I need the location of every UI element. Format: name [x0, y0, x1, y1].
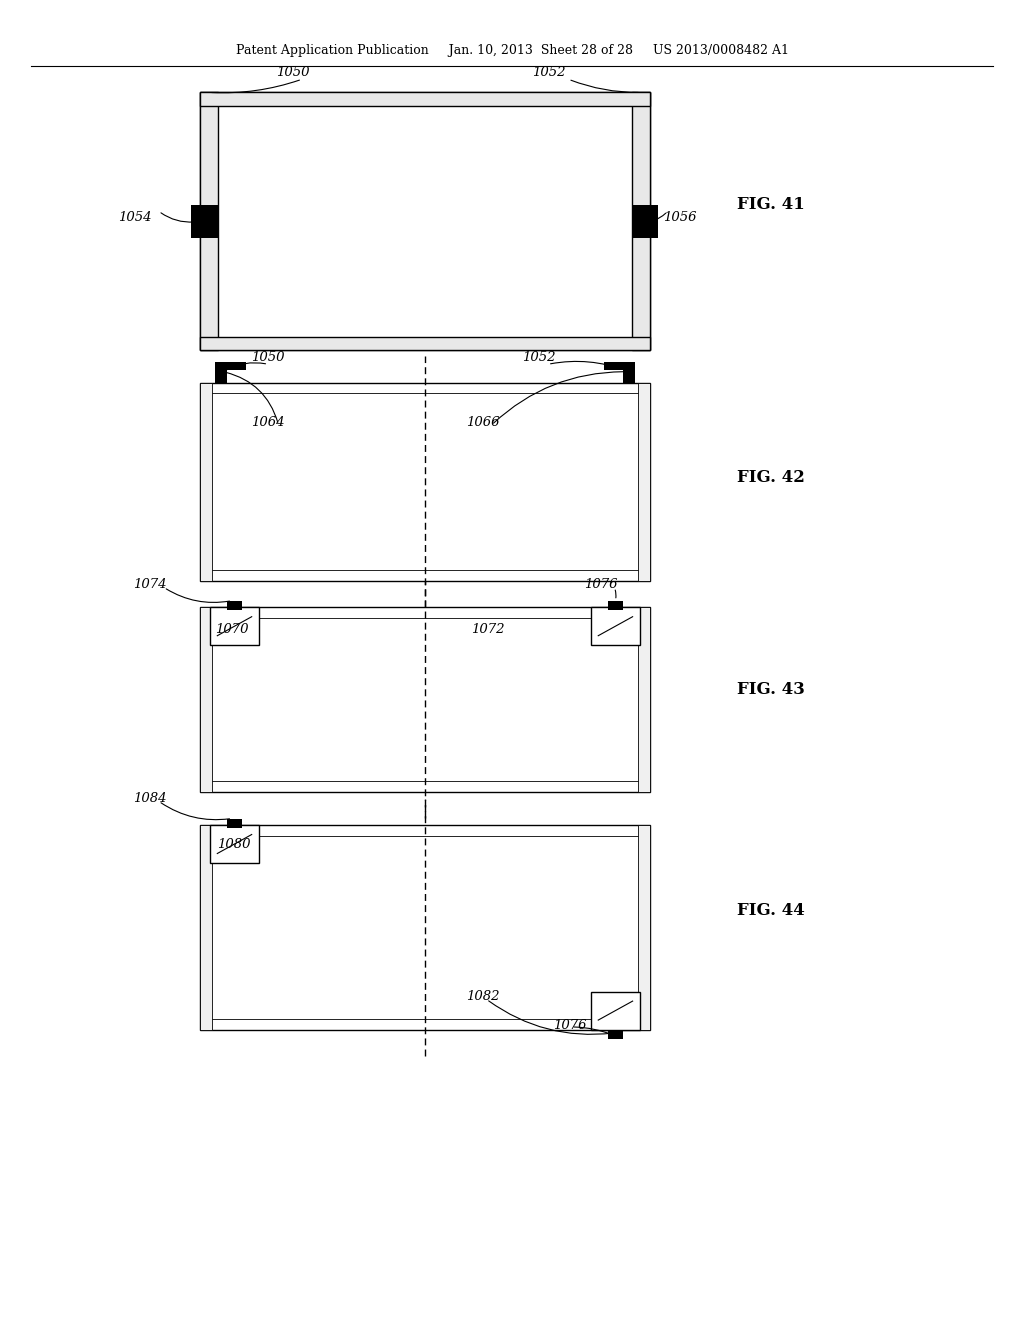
Bar: [208, 618, 642, 781]
Bar: [210, 607, 259, 645]
Text: 1084: 1084: [133, 792, 167, 805]
Bar: [638, 825, 650, 1030]
Bar: [608, 601, 623, 610]
Bar: [608, 1030, 623, 1039]
Text: 1072: 1072: [471, 623, 505, 636]
Bar: [200, 607, 650, 792]
Bar: [200, 383, 650, 581]
Text: 1064: 1064: [251, 416, 285, 429]
Bar: [191, 205, 218, 238]
Text: 1054: 1054: [118, 211, 152, 224]
Bar: [200, 92, 650, 350]
Bar: [227, 601, 242, 610]
Bar: [215, 363, 246, 370]
Bar: [200, 92, 218, 350]
Bar: [623, 363, 635, 383]
Bar: [632, 92, 650, 350]
Bar: [200, 92, 650, 106]
Text: FIG. 42: FIG. 42: [737, 470, 805, 486]
Text: 1052: 1052: [522, 351, 556, 364]
Text: 1080: 1080: [217, 838, 251, 851]
Bar: [210, 825, 259, 863]
Text: 1050: 1050: [251, 351, 285, 364]
Bar: [604, 363, 635, 370]
Text: 1074: 1074: [133, 578, 167, 591]
Text: 1076: 1076: [584, 578, 617, 591]
Bar: [215, 363, 227, 383]
Bar: [208, 393, 642, 570]
Text: 1056: 1056: [664, 211, 697, 224]
Bar: [200, 337, 650, 350]
Bar: [200, 607, 212, 792]
Text: 1070: 1070: [215, 623, 249, 636]
Bar: [200, 383, 212, 581]
Text: Patent Application Publication     Jan. 10, 2013  Sheet 28 of 28     US 2013/000: Patent Application Publication Jan. 10, …: [236, 44, 788, 57]
Text: 1066: 1066: [466, 416, 500, 429]
Bar: [638, 607, 650, 792]
Bar: [200, 825, 212, 1030]
Text: 1076: 1076: [553, 1019, 587, 1032]
Text: 1052: 1052: [532, 66, 566, 79]
Bar: [591, 991, 640, 1030]
Text: 1050: 1050: [276, 66, 310, 79]
Text: FIG. 41: FIG. 41: [737, 197, 805, 213]
Text: FIG. 43: FIG. 43: [737, 681, 805, 697]
Bar: [638, 383, 650, 581]
Bar: [591, 607, 640, 645]
Text: FIG. 44: FIG. 44: [737, 903, 805, 919]
Bar: [208, 836, 642, 1019]
Bar: [227, 818, 242, 828]
Text: 1082: 1082: [466, 990, 500, 1003]
Bar: [632, 205, 658, 238]
Bar: [200, 825, 650, 1030]
